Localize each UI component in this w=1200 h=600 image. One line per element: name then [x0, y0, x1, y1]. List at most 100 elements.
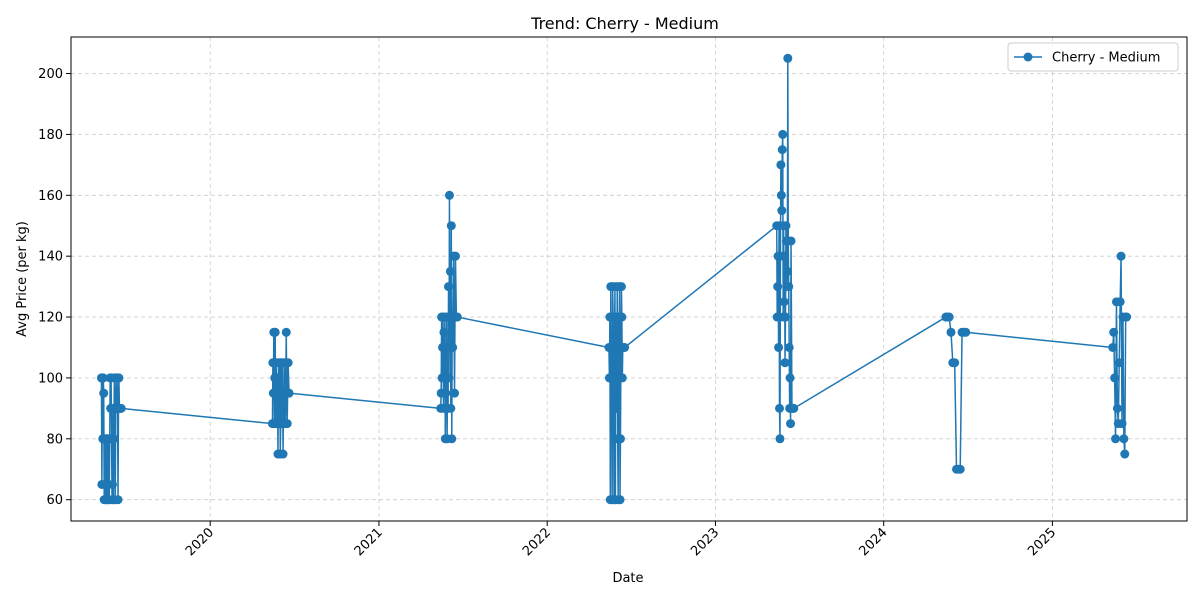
data-point: [617, 373, 627, 383]
data-point: [944, 312, 954, 322]
y-tick-label: 80: [46, 432, 63, 447]
data-point: [444, 190, 454, 200]
data-point: [784, 282, 794, 292]
data-point: [116, 403, 126, 413]
data-point: [783, 53, 793, 63]
data-point: [98, 373, 108, 383]
x-tick-label: 2022: [520, 525, 554, 559]
data-point: [107, 479, 117, 489]
legend: Cherry - Medium: [1007, 42, 1179, 72]
x-tick-label: 2021: [352, 525, 386, 559]
data-point: [446, 403, 456, 413]
plot-area: [70, 36, 1188, 522]
y-tick-label: 60: [46, 493, 63, 508]
y-tick-label: 120: [38, 311, 63, 326]
data-point: [273, 373, 283, 383]
data-point: [445, 266, 455, 276]
data-point: [450, 388, 460, 398]
legend-box: [1007, 42, 1179, 72]
y-tick-label: 100: [38, 371, 63, 386]
data-point: [441, 388, 451, 398]
data-point: [777, 145, 787, 155]
data-point: [616, 282, 626, 292]
chart-title: Trend: Cherry - Medium: [530, 14, 719, 33]
data-point: [779, 297, 789, 307]
data-point: [778, 129, 788, 139]
data-point: [448, 342, 458, 352]
x-tick-label: 2025: [1025, 525, 1059, 559]
data-point: [775, 403, 785, 413]
y-tick-label: 140: [38, 250, 63, 265]
data-point: [1115, 297, 1125, 307]
y-tick-label: 160: [38, 189, 63, 204]
data-point: [774, 342, 784, 352]
data-point: [1117, 419, 1127, 429]
x-axis-ticks: 2020 2021 2022 2023 2024 2025: [183, 521, 1059, 559]
data-point: [1120, 449, 1130, 459]
y-axis-ticks: 60 80 100 120 140 160 180 200: [38, 67, 71, 508]
data-point: [781, 221, 791, 231]
data-point: [109, 434, 119, 444]
data-point: [786, 419, 796, 429]
y-axis-title: Avg Price (per kg): [15, 221, 30, 337]
series-line: [100, 57, 1127, 501]
data-point: [444, 282, 454, 292]
data-point: [113, 495, 123, 505]
data-point: [617, 312, 627, 322]
data-point: [282, 419, 292, 429]
series-cherry-medium: [96, 53, 1132, 505]
data-point: [1114, 358, 1124, 368]
x-tick-label: 2023: [688, 525, 722, 559]
data-point: [1109, 327, 1119, 337]
data-point: [961, 327, 971, 337]
data-point: [439, 327, 449, 337]
legend-label: Cherry - Medium: [1052, 51, 1160, 66]
data-point: [786, 236, 796, 246]
data-point: [99, 388, 109, 398]
data-point: [1111, 434, 1121, 444]
data-point: [789, 403, 799, 413]
data-point: [1122, 312, 1132, 322]
data-point: [780, 251, 790, 261]
data-point: [784, 342, 794, 352]
data-point: [777, 206, 787, 216]
data-point: [1108, 342, 1118, 352]
data-point: [1116, 251, 1126, 261]
data-point: [615, 495, 625, 505]
legend-marker-swatch: [1023, 52, 1033, 62]
data-point: [946, 327, 956, 337]
data-point: [775, 434, 785, 444]
data-point: [773, 282, 783, 292]
data-point: [620, 342, 630, 352]
grid-lines: [71, 37, 1187, 521]
data-point: [270, 327, 280, 337]
data-point: [281, 327, 291, 337]
data-point: [781, 312, 790, 322]
data-point: [446, 221, 456, 231]
data-point: [1110, 373, 1120, 383]
data-point: [444, 373, 454, 383]
data-point: [284, 388, 294, 398]
data-point: [283, 358, 293, 368]
data-point: [776, 160, 786, 170]
data-point: [785, 373, 795, 383]
data-point: [780, 358, 790, 368]
data-point: [612, 403, 622, 413]
y-tick-label: 180: [38, 128, 63, 143]
data-point: [776, 190, 786, 200]
data-point: [447, 434, 457, 444]
x-tick-label: 2024: [857, 525, 891, 559]
data-point: [1119, 434, 1129, 444]
data-point: [450, 251, 460, 261]
data-point: [114, 373, 124, 383]
x-tick-label: 2020: [183, 525, 217, 559]
data-point: [615, 434, 625, 444]
y-tick-label: 200: [38, 67, 63, 82]
data-point: [950, 358, 960, 368]
data-point: [782, 266, 792, 276]
x-axis-title: Date: [612, 571, 643, 586]
data-point: [955, 464, 965, 474]
data-point: [278, 449, 288, 459]
data-point: [452, 312, 462, 322]
